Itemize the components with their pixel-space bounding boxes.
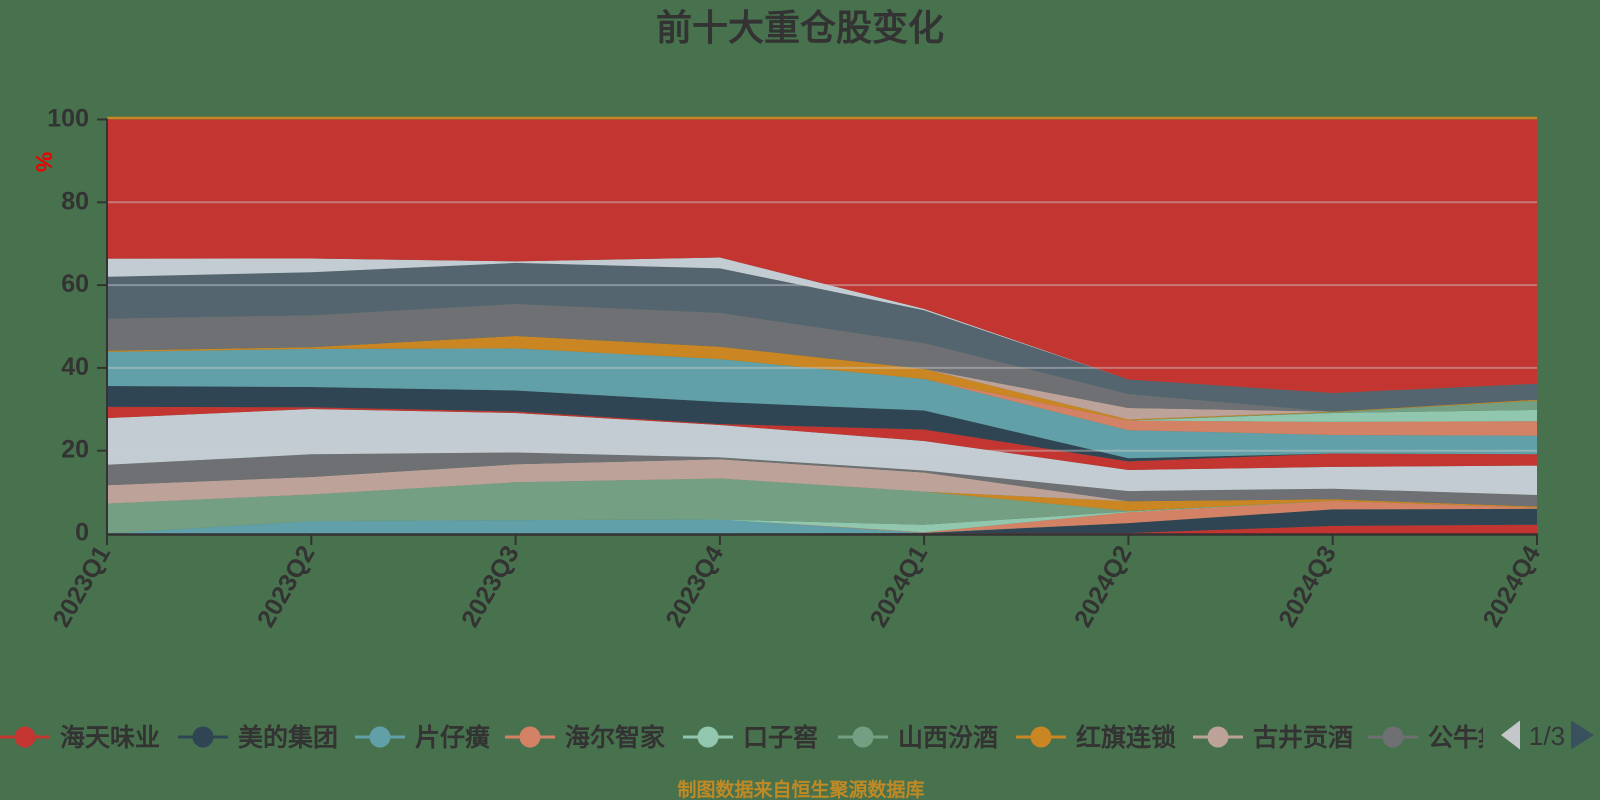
svg-text:1/3: 1/3: [1529, 721, 1565, 751]
svg-text:100: 100: [47, 105, 89, 133]
svg-text:口子窖: 口子窖: [743, 723, 818, 752]
svg-text:片仔癀: 片仔癀: [415, 723, 490, 752]
svg-text:海尔智家: 海尔智家: [565, 723, 665, 752]
svg-text:60: 60: [61, 270, 89, 298]
svg-text:制图数据来自恒生聚源数据库: 制图数据来自恒生聚源数据库: [677, 778, 924, 800]
svg-text:20: 20: [61, 436, 89, 464]
svg-text:红旗连锁: 红旗连锁: [1076, 723, 1176, 752]
svg-text:前十大重仓股变化: 前十大重仓股变化: [656, 7, 944, 48]
svg-text:古井贡酒: 古井贡酒: [1253, 724, 1353, 752]
svg-text:%: %: [31, 152, 57, 172]
svg-text:40: 40: [61, 353, 89, 381]
svg-text:美的集团: 美的集团: [238, 723, 338, 752]
svg-text:公牛集团: 公牛集团: [1428, 723, 1528, 752]
svg-text:海天味业: 海天味业: [60, 723, 160, 752]
svg-text:80: 80: [61, 187, 89, 215]
svg-text:山西汾酒: 山西汾酒: [898, 724, 998, 752]
svg-text:0: 0: [75, 519, 89, 547]
